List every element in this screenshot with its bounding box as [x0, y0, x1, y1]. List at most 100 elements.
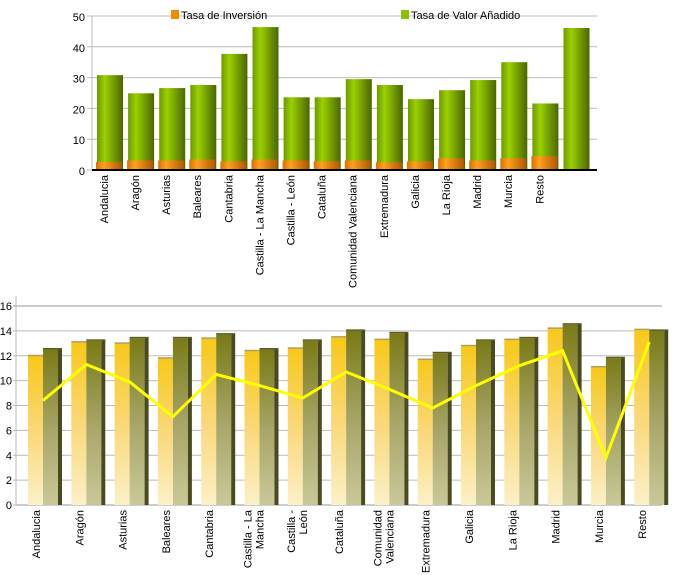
- x-tick-label: Madrid: [472, 175, 484, 209]
- x-tick-label: Comunidad Valenciana: [348, 174, 360, 288]
- bar-series-2: [389, 333, 405, 505]
- bar-series-2-top: [432, 351, 452, 354]
- bar-series-1: [201, 338, 217, 505]
- x-tick-label: Aragón: [130, 175, 142, 210]
- bar-valor: [97, 75, 123, 170]
- bar-valor: [252, 27, 279, 171]
- bar-series-1-top: [157, 357, 173, 359]
- x-tick-label: La Rioja: [507, 509, 519, 550]
- bar-series-2-top: [259, 348, 279, 350]
- line-series: [42, 341, 651, 462]
- x-tick-label: Castilla - León: [286, 175, 298, 245]
- bar-inversion: [500, 158, 527, 170]
- x-tick-label: Resto: [534, 175, 546, 204]
- bar-inversion: [438, 158, 465, 170]
- x-tick-label: Castilla - La Mancha: [254, 174, 266, 275]
- y-tick-label: 12: [0, 351, 12, 363]
- x-tick-label: Andalucia: [99, 174, 111, 223]
- bar-series-2-top: [389, 331, 409, 334]
- x-tick-label: La Rioja: [441, 174, 453, 215]
- bar-series-2: [432, 353, 448, 505]
- bar-series-2: [605, 358, 621, 505]
- x-tick-label: Extremadura: [421, 509, 433, 573]
- bar-series-2-side: [404, 332, 409, 505]
- x-tick-label: Resto: [637, 510, 649, 539]
- y-tick-label: 0: [79, 166, 85, 178]
- bar-inversion: [189, 159, 216, 170]
- bar-series-1-top: [547, 327, 563, 329]
- bar-series-1-top: [114, 342, 130, 344]
- bar-series-2-top: [476, 339, 495, 341]
- x-tick-label: Asturias: [161, 175, 173, 215]
- bar-series-1-top: [71, 341, 87, 343]
- legend-swatch-valor: [401, 10, 409, 19]
- bar-series-2-side: [491, 339, 495, 505]
- bar-series-2-top: [302, 339, 322, 341]
- x-tick-label: ComunidadValenciana: [372, 509, 396, 566]
- bar-series-2: [86, 340, 102, 505]
- y-tick-label: 20: [73, 104, 85, 116]
- y-tick-label: 6: [6, 425, 12, 437]
- bar-series-1: [114, 343, 130, 505]
- y-tick-label: 2: [6, 475, 12, 487]
- bar-series-2-side: [577, 323, 582, 505]
- bar-series-1: [590, 366, 606, 505]
- y-tick-label: 8: [6, 401, 12, 413]
- y-tick-label: 10: [73, 135, 85, 147]
- y-tick-label: 40: [73, 43, 85, 55]
- bar-inversion: [251, 159, 278, 170]
- bar-series-1: [547, 328, 563, 505]
- bar-series-2-side: [447, 352, 452, 505]
- bar-series-1-top: [374, 338, 390, 341]
- bar-series-2-top: [605, 356, 625, 359]
- bar-series-2: [519, 338, 535, 505]
- bar-series-2-side: [187, 337, 192, 505]
- bar-series-2-side: [144, 337, 149, 505]
- x-tick-label: Asturias: [118, 510, 130, 550]
- bar-valor: [283, 97, 310, 170]
- bar-series-1: [71, 342, 87, 505]
- bar-series-1: [417, 359, 433, 505]
- x-tick-label: Cantabria: [204, 509, 216, 558]
- bar-series-1: [331, 337, 347, 505]
- bar-valor: [345, 79, 372, 170]
- bar-series-1: [634, 329, 650, 505]
- bar-series-2-top: [649, 329, 669, 331]
- bar-series-1: [461, 345, 476, 505]
- bar-inversion: [158, 160, 185, 170]
- bar-inversion: [407, 161, 433, 170]
- bar-inversion: [220, 161, 247, 170]
- bar-series-1-top: [417, 358, 433, 360]
- bar-valor: [408, 99, 434, 170]
- bar-valor: [159, 88, 186, 170]
- x-tick-label: Baleares: [192, 175, 204, 219]
- bar-series-2-top: [43, 348, 62, 350]
- x-tick-label-line: León: [298, 510, 310, 534]
- bar-series-1: [244, 350, 260, 505]
- bar-series-2-side: [317, 339, 322, 505]
- x-tick-label: Baleares: [161, 510, 173, 554]
- bar-series-2-side: [664, 329, 669, 505]
- bar-series-2: [43, 349, 58, 505]
- bar-valor: [190, 84, 217, 170]
- investment-value-added-chart: 0 10 20 30 40 50 Tasa de Inversión Tasa de Va…: [73, 10, 597, 288]
- bar-inversion: [127, 160, 154, 170]
- bar-series-1-top: [28, 354, 43, 357]
- bar-series-2-top: [86, 339, 106, 341]
- bar-series-1-top: [504, 338, 520, 341]
- x-tick-label: Andalucia: [31, 509, 43, 558]
- legend-label-inversion: Tasa de Inversión: [181, 10, 267, 22]
- bar-inversion: [469, 160, 496, 170]
- x-tick-label: Galicia: [410, 174, 422, 209]
- bar-valor: [470, 80, 497, 170]
- x-tick-label: Cataluña: [334, 509, 346, 554]
- bar-series-1: [157, 358, 173, 505]
- bar-valor: [128, 93, 155, 170]
- bar-series-1-top: [461, 344, 476, 347]
- legend-label-valor: Tasa de Valor Añadido: [411, 10, 520, 22]
- bar-series-2: [476, 340, 491, 505]
- bar-series-1-top: [590, 365, 606, 368]
- y-tick-label: 10: [0, 376, 12, 388]
- bar-series-2-top: [519, 336, 539, 339]
- bar-series-1-top: [331, 336, 347, 338]
